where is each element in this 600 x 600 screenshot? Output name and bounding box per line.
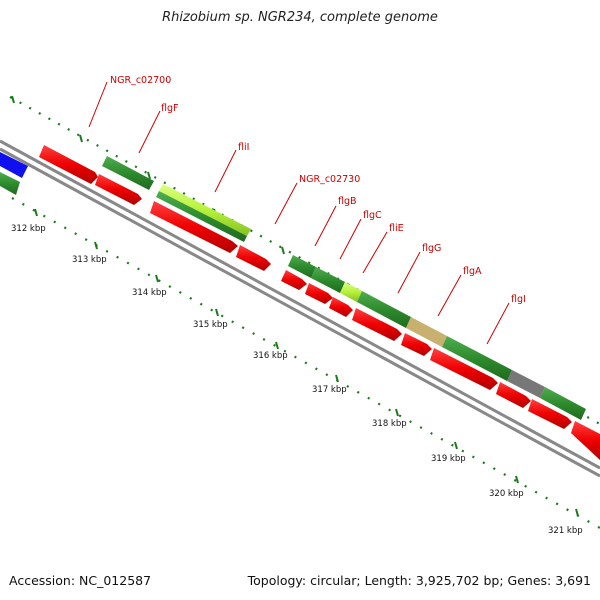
kbp-label: 321 kbp (548, 526, 583, 536)
gene-arrow[interactable] (496, 382, 531, 408)
gene-callouts (88, 81, 510, 345)
cds-feature[interactable] (540, 387, 586, 420)
inner-major-ticks (34, 208, 579, 517)
kbp-label: 313 kbp (72, 255, 107, 265)
kbp-label: 316 kbp (253, 351, 288, 361)
gene-arrow[interactable] (528, 399, 572, 429)
gene-label-flgc[interactable]: flgC (363, 210, 382, 221)
gene-label-flgg[interactable]: flgG (422, 243, 441, 254)
gene-arrow[interactable] (352, 308, 402, 341)
gene-arrow[interactable] (571, 421, 600, 460)
cds-feature[interactable] (442, 336, 512, 381)
map-title: Rhizobium sp. NGR234, complete genome (162, 10, 438, 25)
kbp-label: 315 kbp (193, 320, 228, 330)
kbp-label: 314 kbp (132, 288, 167, 298)
genome-summary-text: Topology: circular; Length: 3,925,702 bp… (247, 573, 591, 588)
cds-track (0, 152, 586, 420)
cds-feature[interactable] (311, 267, 345, 293)
inner-tick-track (11, 197, 600, 529)
genome-backbone (0, 139, 600, 478)
kbp-label: 319 kbp (431, 454, 466, 464)
kbp-label: 317 kbp (312, 385, 347, 395)
cds-feature[interactable] (288, 255, 316, 278)
cds-feature[interactable] (357, 291, 411, 328)
gene-label-flie[interactable]: fliE (389, 223, 404, 234)
gene-label-flii[interactable]: fliI (238, 142, 249, 153)
gene-label-flgb[interactable]: flgB (338, 196, 357, 207)
gene-arrow[interactable] (401, 333, 432, 356)
gene-label-flga[interactable]: flgA (463, 266, 482, 277)
gene-track (39, 145, 600, 460)
gene-arrow[interactable] (150, 201, 238, 253)
gene-arrow[interactable] (305, 283, 333, 304)
gene-label-ngr-c02730[interactable]: NGR_c02730 (299, 174, 360, 185)
gene-label-flgf[interactable]: flgF (161, 103, 178, 114)
cds-feature[interactable] (340, 282, 362, 302)
cds-feature[interactable] (0, 172, 20, 195)
gene-arrow[interactable] (236, 245, 271, 271)
gene-names: NGR_c02700 flgF fliI NGR_c02730 flgB flg… (110, 75, 526, 305)
cds-feature[interactable] (159, 184, 251, 236)
gene-label-flgi[interactable]: flgI (511, 294, 526, 305)
kbp-axis-labels: 312 kbp 313 kbp 314 kbp 315 kbp 316 kbp … (11, 224, 583, 536)
accession-text: Accession: NC_012587 (9, 573, 152, 588)
cds-feature[interactable] (102, 156, 154, 190)
cds-feature[interactable] (156, 191, 247, 242)
gene-arrow[interactable] (39, 145, 98, 184)
gene-label-ngr-c02700[interactable]: NGR_c02700 (110, 75, 171, 86)
cds-feature[interactable] (406, 317, 447, 347)
gene-arrow[interactable] (329, 297, 353, 317)
gene-arrow[interactable] (430, 348, 498, 390)
cds-feature[interactable] (507, 370, 545, 398)
kbp-label: 318 kbp (372, 419, 407, 429)
gene-arrow[interactable] (95, 174, 142, 205)
gene-arrow[interactable] (281, 270, 307, 290)
kbp-label: 312 kbp (11, 224, 46, 234)
cds-feature-blue[interactable] (0, 152, 28, 178)
kbp-label: 320 kbp (489, 489, 524, 499)
